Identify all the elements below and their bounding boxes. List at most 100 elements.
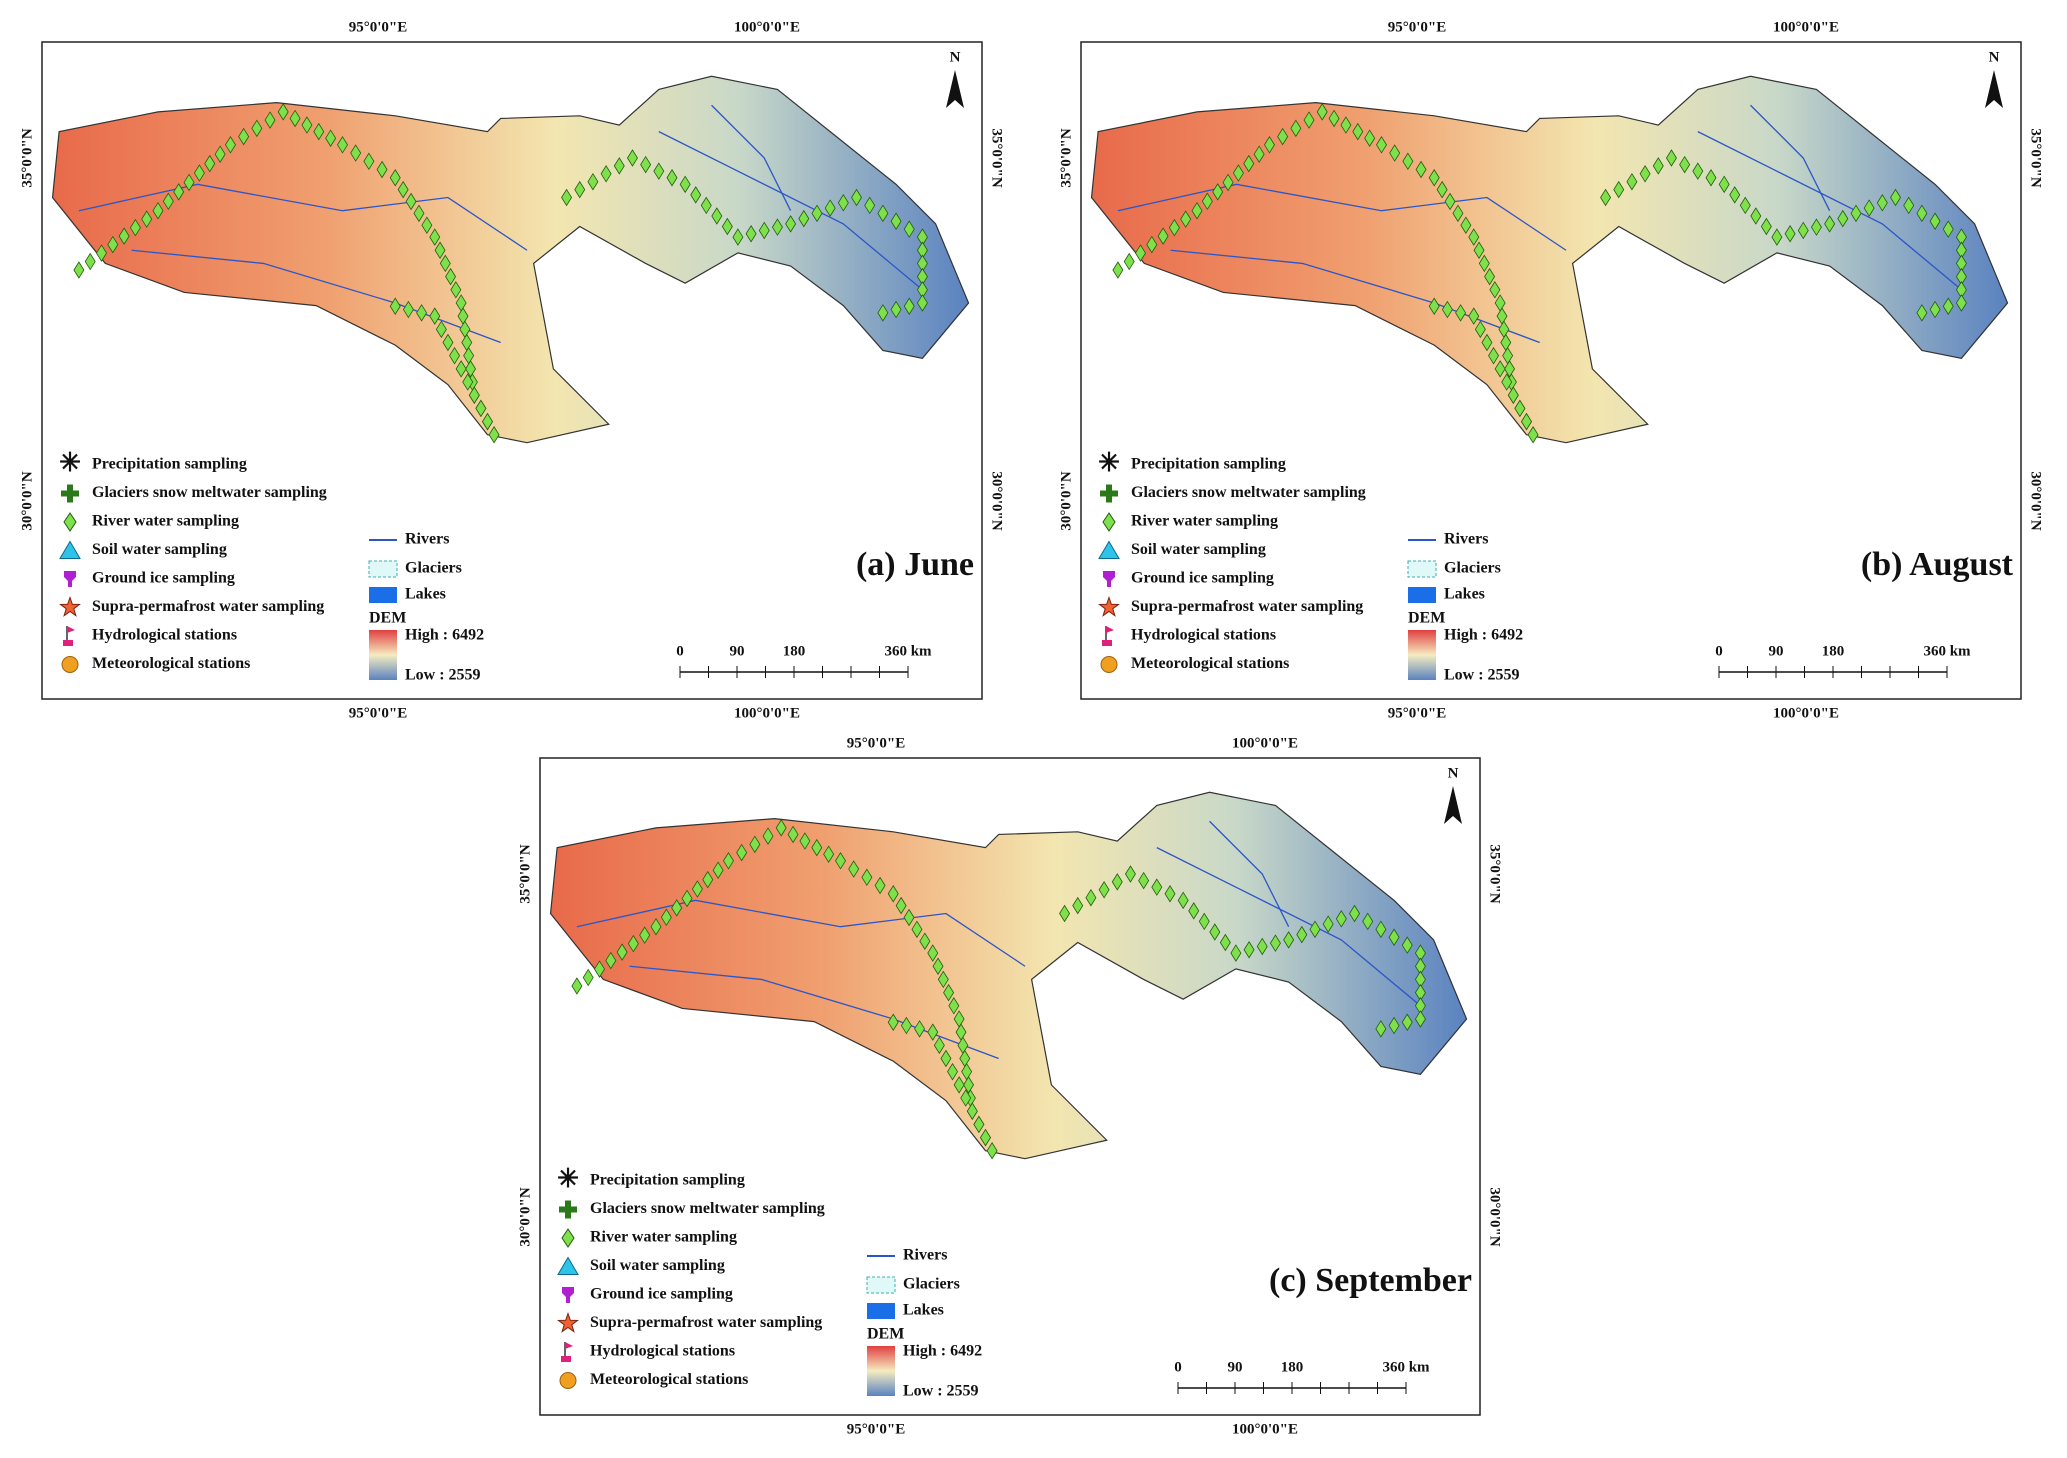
river-sample [681, 889, 693, 908]
legend-label: Ground ice sampling [92, 570, 235, 587]
river-sample [1863, 199, 1875, 217]
river-sample [903, 297, 915, 316]
legend-symbol [67, 626, 75, 633]
river-sample [903, 908, 915, 927]
river-sample [1916, 304, 1928, 322]
river-sample [1072, 896, 1084, 915]
river-sample [1441, 300, 1453, 319]
legend-label: River water sampling [590, 1229, 737, 1246]
river-sample [1388, 928, 1400, 947]
river-sample [799, 832, 811, 850]
river-sample [1929, 212, 1941, 231]
river-sample [895, 896, 907, 915]
dem-high: High : 6492 [405, 627, 484, 644]
river-sample [118, 227, 130, 245]
river-sample [762, 827, 774, 845]
lat-label: 35°0'0"N [19, 128, 35, 187]
river-sample [848, 860, 860, 878]
river-sample [1428, 297, 1440, 316]
legend-symbol [562, 1287, 574, 1303]
map-panel: 95°0'0"E 95°0'0"E 100°0'0"E 100°0'0"E 35°0'0… [1058, 19, 2043, 721]
river-sample [1501, 373, 1513, 391]
panel-title: (c) September [1269, 1262, 1472, 1299]
river-sample [152, 201, 164, 220]
river-sample [1600, 188, 1612, 207]
river-sample [966, 1102, 978, 1120]
river-sample [141, 210, 153, 228]
legend-label: Hydrological stations [92, 627, 237, 644]
river-sample [600, 165, 612, 183]
river-sample [877, 204, 889, 223]
river-sample [1375, 1020, 1387, 1038]
north-arrow [946, 70, 964, 108]
legend-symbol [1407, 560, 1437, 578]
legend-symbol [63, 512, 77, 532]
river-sample [389, 297, 401, 316]
legend-symbol [1098, 540, 1120, 559]
river-sample [571, 977, 583, 995]
lon-label: 100°0'0"E [1773, 19, 1839, 35]
river-sample [1468, 228, 1480, 246]
river-sample [835, 852, 846, 870]
lon-label: 100°0'0"E [1232, 1421, 1298, 1437]
river-sample [73, 261, 85, 279]
river-sample [911, 920, 923, 939]
river-sample [1328, 109, 1340, 128]
river-sample [749, 835, 761, 854]
river-sample [1138, 871, 1150, 890]
river-sample [1415, 160, 1427, 179]
river-sample [890, 300, 902, 319]
river-sample [605, 951, 617, 970]
river-sample [626, 149, 638, 167]
river-sample [723, 852, 734, 870]
river [131, 249, 501, 344]
lat-label: 35°0'0"N [989, 128, 1005, 187]
legend-symbol [59, 540, 81, 559]
river-sample [1349, 904, 1360, 923]
legend-label: Glaciers [903, 1276, 960, 1293]
river-sample [1290, 119, 1302, 138]
river-sample [1797, 221, 1809, 240]
dem-high: High : 6492 [1444, 627, 1523, 644]
river [658, 131, 923, 291]
river-sample [1626, 172, 1638, 191]
river-sample [1750, 207, 1762, 225]
river-sample [1824, 215, 1836, 233]
legend-label: Glaciers [405, 560, 462, 577]
river-sample [775, 819, 787, 837]
river-sample [289, 109, 301, 128]
river-sample [927, 944, 939, 962]
river-sample [439, 254, 451, 273]
legend-symbol [368, 560, 398, 578]
lon-label: 100°0'0"E [734, 705, 800, 721]
river-sample [943, 983, 955, 1002]
river [629, 965, 999, 1060]
river [1697, 131, 1962, 291]
river-sample [264, 111, 276, 129]
river-sample [129, 218, 141, 237]
river-sample [1180, 210, 1192, 228]
legend-label: Soil water sampling [92, 541, 227, 558]
river-sample [1455, 304, 1467, 322]
legend-label: River water sampling [1131, 513, 1278, 530]
dem-ramp [867, 1346, 895, 1396]
legend-symbol [565, 1342, 573, 1349]
river-sample [960, 1089, 972, 1107]
river-sample [702, 870, 714, 889]
river-sample [225, 136, 236, 154]
lat-label: 35°0'0"N [517, 844, 533, 903]
river-sample [785, 215, 797, 233]
river-sample [96, 244, 107, 262]
river-sample [1219, 933, 1231, 952]
north-arrow [1985, 70, 2003, 108]
river-sample [1112, 261, 1124, 279]
river-sample [864, 196, 876, 215]
river-sample [1256, 937, 1268, 956]
scale-label: 0 [1174, 1359, 1182, 1375]
river [576, 899, 1026, 967]
legend-label: Ground ice sampling [590, 1286, 733, 1303]
river-sample [700, 196, 712, 215]
scale-label: 180 [783, 643, 806, 659]
legend-symbol [59, 595, 81, 617]
